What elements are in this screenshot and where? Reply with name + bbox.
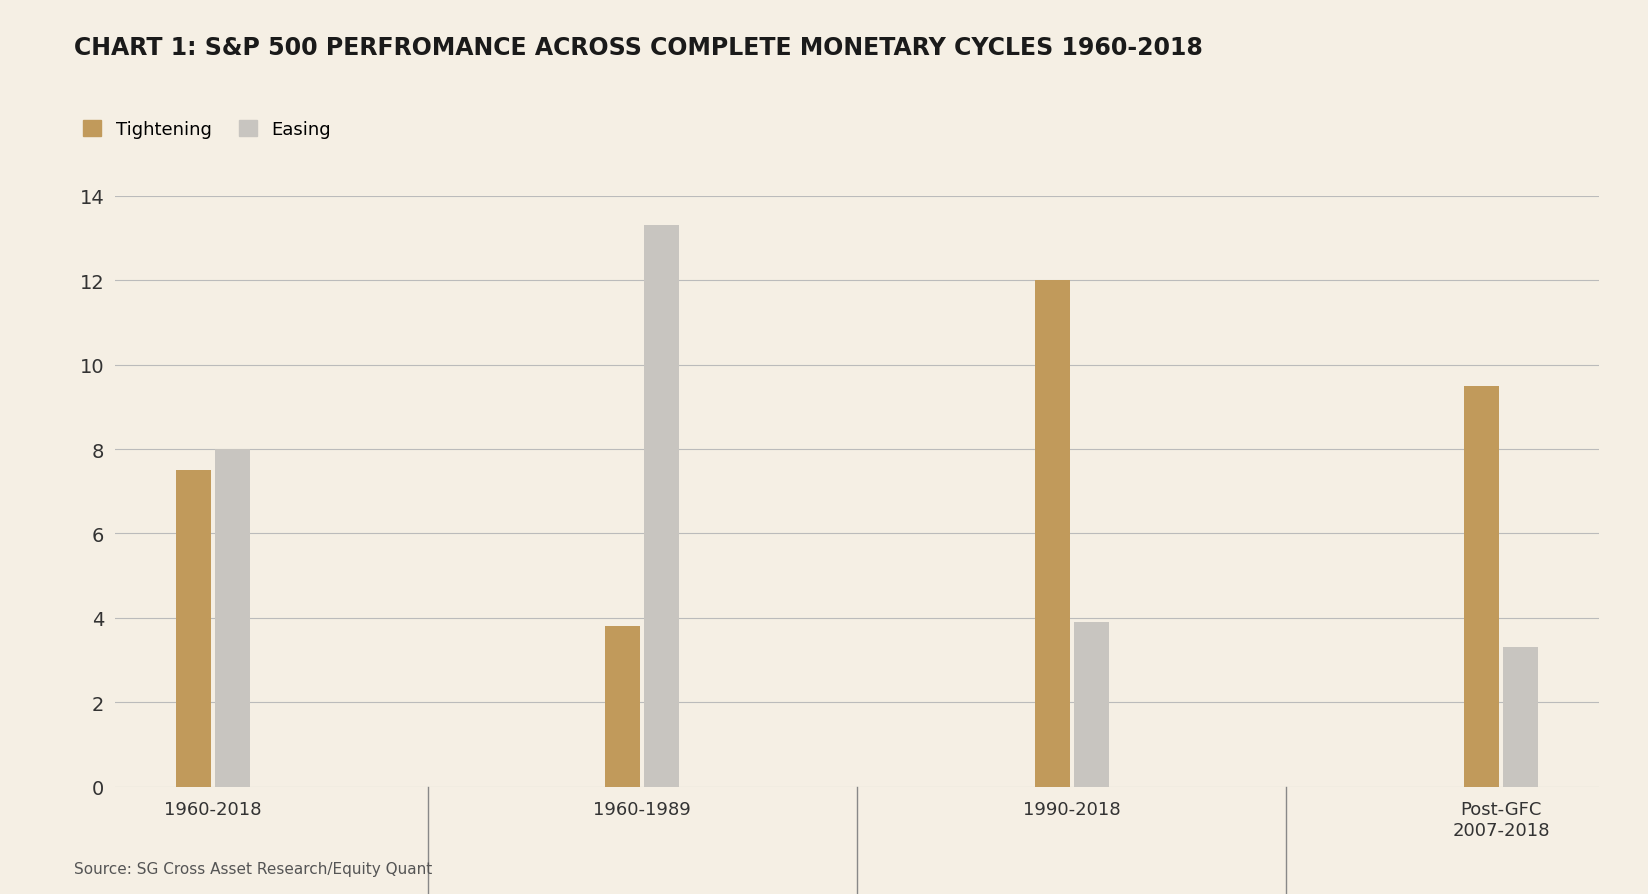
Bar: [644, 226, 679, 787]
Text: Source: SG Cross Asset Research/Equity Quant: Source: SG Cross Asset Research/Equity Q…: [74, 861, 432, 876]
Bar: [1503, 647, 1538, 787]
Bar: [1463, 386, 1500, 787]
Text: CHART 1: S&P 500 PERFROMANCE ACROSS COMPLETE MONETARY CYCLES 1960-2018: CHART 1: S&P 500 PERFROMANCE ACROSS COMP…: [74, 36, 1203, 60]
Bar: [176, 470, 211, 787]
Bar: [214, 450, 250, 787]
Bar: [1035, 281, 1070, 787]
Bar: [605, 627, 641, 787]
Bar: [1073, 622, 1109, 787]
Legend: Tightening, Easing: Tightening, Easing: [82, 121, 331, 139]
